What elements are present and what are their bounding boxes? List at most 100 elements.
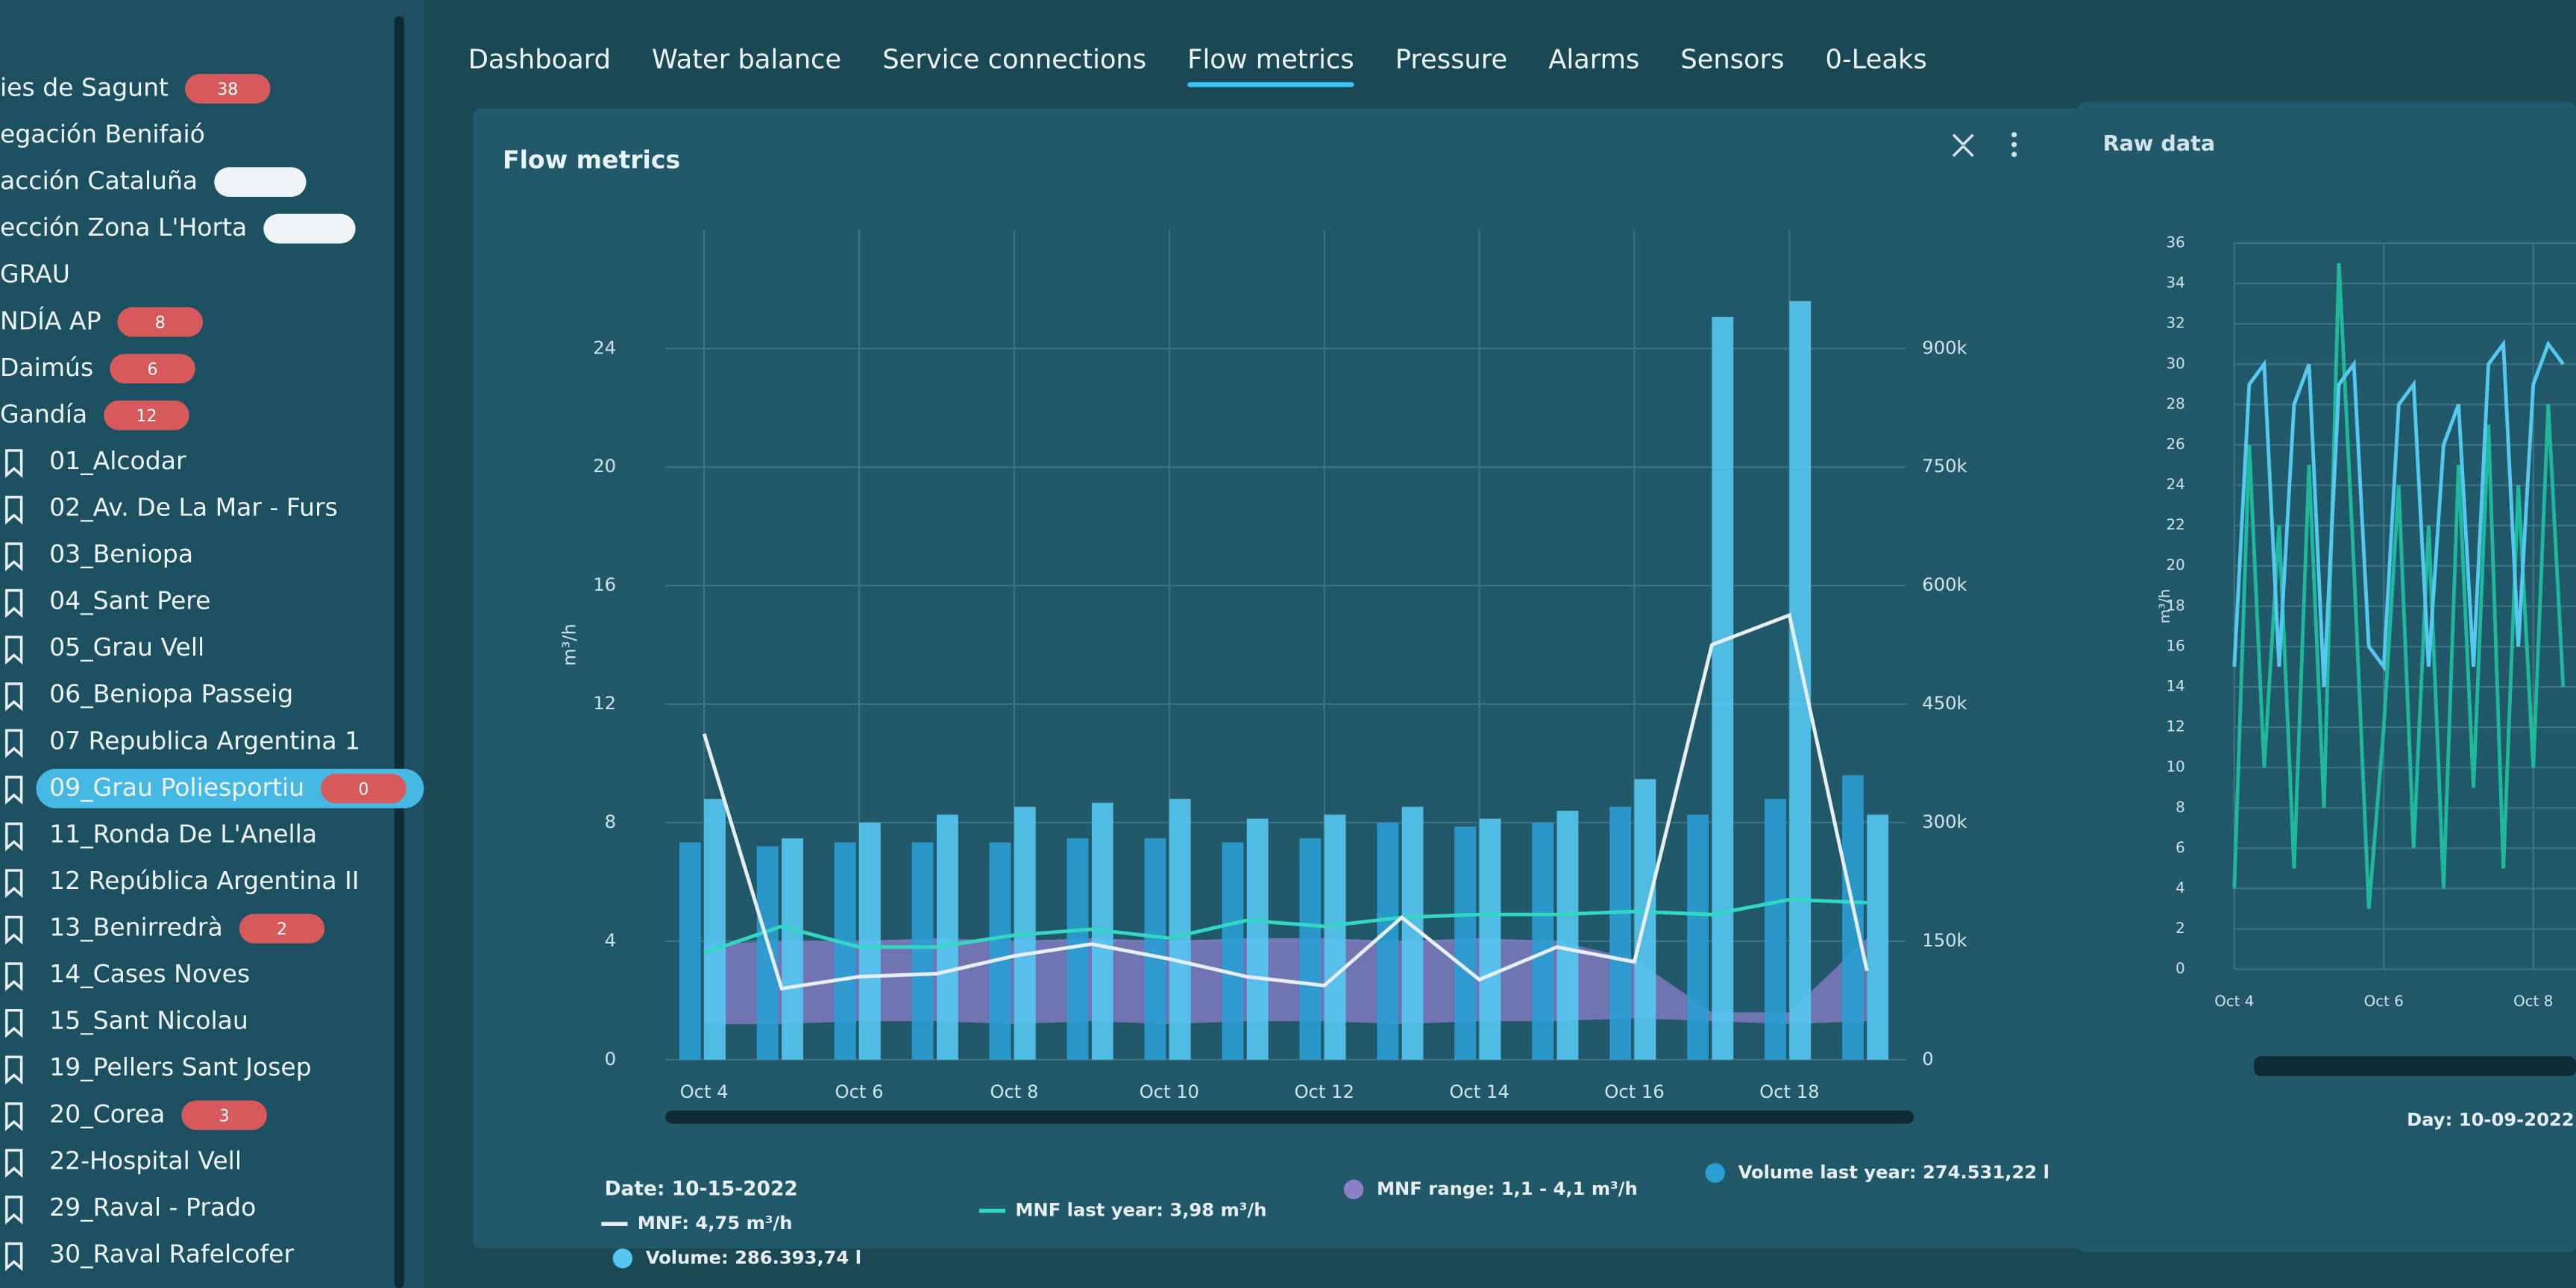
y-tick-label: 4: [605, 930, 616, 951]
bookmark-icon: [5, 449, 23, 478]
nav-item[interactable]: 09_Grau Poliesportiu: [49, 773, 304, 802]
y-axis-label: m³/h: [559, 623, 579, 666]
nav-item[interactable]: 22-Hospital Vell: [49, 1146, 242, 1175]
bookmark-icon: [5, 822, 23, 852]
line: [2232, 339, 2565, 688]
bar: [782, 838, 803, 1060]
bar: [1377, 822, 1399, 1060]
y2-tick-label: 0: [1922, 1049, 1933, 1069]
bookmark-icon: [5, 682, 23, 711]
bookmark-icon: [5, 776, 23, 805]
nav-item[interactable]: Gandía: [0, 399, 87, 428]
bar: [1479, 818, 1501, 1060]
bookmark-icon: [5, 1149, 23, 1178]
nav-item[interactable]: GRAU: [0, 260, 70, 289]
tooltip-date: Date: 10-15-2022: [605, 1177, 798, 1200]
nav-item[interactable]: 19_Pellers Sant Josep: [49, 1052, 312, 1081]
badge: [181, 1100, 267, 1131]
bar: [1532, 822, 1554, 1060]
nav-item[interactable]: Daimús: [0, 353, 93, 382]
tab[interactable]: Water balance: [652, 45, 841, 75]
legend-label: MNF: 4,75 m³/h: [638, 1213, 793, 1234]
bookmark-icon: [5, 1055, 23, 1085]
y-tick-label: 20: [2167, 556, 2185, 574]
y-tick-label: 10: [2167, 758, 2185, 776]
footer-date: Day: 10-09-2022: [2407, 1109, 2575, 1130]
range-slider[interactable]: [665, 1110, 1914, 1124]
bookmark-icon: [5, 729, 23, 758]
nav-item[interactable]: 12 República Argentina II: [49, 866, 359, 895]
bookmark-icon: [5, 1242, 23, 1272]
badge-count: 8: [155, 314, 166, 333]
x-tick-label: Oct 16: [1604, 1081, 1664, 1102]
nav-item[interactable]: 03_Beniopa: [49, 539, 193, 568]
y-tick-label: 12: [593, 693, 616, 714]
nav-item[interactable]: ección Zona L'Horta: [0, 213, 247, 242]
nav-item[interactable]: acción Cataluña: [0, 166, 198, 195]
y-tick-label: 32: [2167, 315, 2185, 332]
nav-item[interactable]: 29_Raval - Prado: [49, 1193, 256, 1222]
tab[interactable]: 0-Leaks: [1826, 45, 1927, 75]
bar: [1712, 316, 1734, 1060]
nav-item[interactable]: 06_Beniopa Passeig: [49, 679, 293, 709]
line: [2232, 263, 2566, 909]
y-tick-label: 2: [2176, 920, 2185, 937]
tab[interactable]: Service connections: [882, 45, 1146, 75]
bookmark-icon: [5, 495, 23, 525]
bar: [756, 846, 779, 1060]
y2-tick-label: 900k: [1922, 337, 1967, 358]
x-tick-label: Oct 6: [835, 1081, 884, 1102]
nav-item[interactable]: 04_Sant Pere: [49, 586, 210, 615]
bar: [911, 842, 934, 1060]
legend-marker: [1343, 1179, 1364, 1200]
tab-underline: [1187, 82, 1354, 87]
badge: [321, 773, 406, 804]
bookmark-icon: [5, 962, 23, 992]
panel-title: Raw data: [2103, 131, 2216, 156]
nav-item[interactable]: 15_Sant Nicolau: [49, 1006, 248, 1035]
y-tick-label: 6: [2176, 839, 2185, 856]
nav-item[interactable]: egación Benifaió: [0, 119, 205, 148]
bar: [1556, 811, 1579, 1060]
y-tick-label: 26: [2167, 436, 2185, 453]
tab[interactable]: Alarms: [1548, 45, 1639, 75]
y-tick-label: 18: [2167, 597, 2185, 614]
y-tick-label: 12: [2167, 718, 2185, 735]
bar: [1789, 301, 1812, 1060]
tab[interactable]: Pressure: [1395, 45, 1507, 75]
y-tick-label: 24: [593, 337, 616, 358]
bar: [1867, 814, 1889, 1060]
range-slider[interactable]: [2254, 1056, 2576, 1076]
nav-item[interactable]: 05_Grau Vell: [49, 632, 204, 662]
bar: [1609, 806, 1632, 1060]
nav-item[interactable]: 01_Alcodar: [49, 446, 186, 475]
y-tick-label: 0: [605, 1049, 616, 1069]
x-tick-label: Oct 18: [1759, 1081, 1819, 1102]
nav-item[interactable]: NDÍA AP: [0, 305, 101, 335]
scrollbar: [394, 16, 404, 1288]
bar: [1144, 838, 1166, 1060]
menu-icon[interactable]: [2011, 132, 2017, 157]
tab[interactable]: Flow metrics: [1187, 45, 1354, 75]
badge-count: 6: [147, 361, 157, 380]
bookmark-icon: [5, 1196, 23, 1225]
bookmark-icon: [5, 915, 23, 945]
nav-item[interactable]: 13_Benirredrà: [49, 913, 223, 942]
nav-item[interactable]: 20_Corea: [49, 1099, 165, 1128]
y-tick-label: 14: [2167, 678, 2185, 695]
nav-item[interactable]: 11_Ronda De L'Anella: [49, 819, 317, 848]
tab[interactable]: Dashboard: [468, 45, 611, 75]
nav-item[interactable]: 30_Raval Rafelcofer: [49, 1239, 294, 1268]
nav-item[interactable]: ies de Sagunt: [0, 72, 169, 101]
nav-item[interactable]: 07 Republica Argentina 1: [49, 726, 360, 755]
bookmark-icon: [5, 542, 23, 572]
x-tick-label: Oct 4: [680, 1081, 729, 1102]
nav-item[interactable]: 02_Av. De La Mar - Furs: [49, 492, 338, 521]
y2-tick-label: 150k: [1922, 930, 1967, 951]
x-tick-label: Oct 8: [990, 1081, 1038, 1102]
tab[interactable]: Sensors: [1680, 45, 1784, 75]
expand-icon[interactable]: [1952, 133, 1974, 157]
nav-item[interactable]: 14_Cases Noves: [49, 959, 250, 988]
bar: [1299, 838, 1322, 1060]
